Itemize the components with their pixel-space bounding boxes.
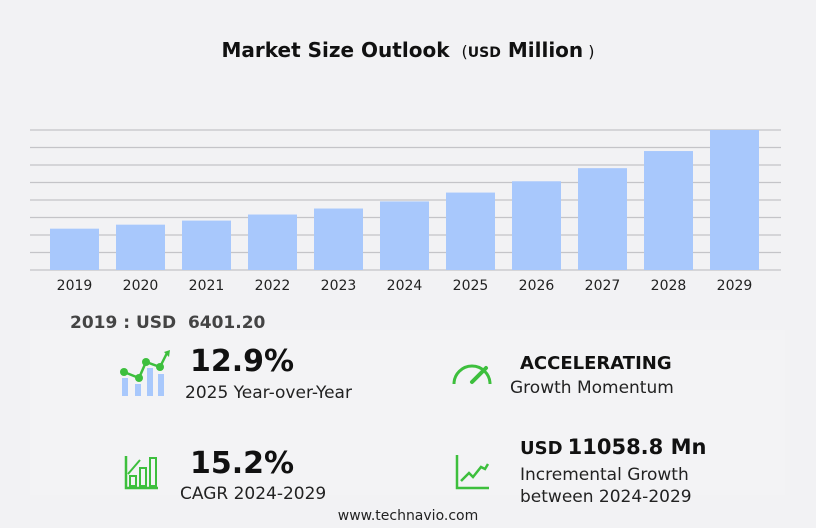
x-tick-label: 2028 (651, 278, 687, 294)
yoy-value: 12.9% (190, 344, 295, 379)
incremental-label-2: between 2024-2029 (520, 487, 692, 507)
x-tick-label: 2024 (387, 278, 423, 294)
trend-line-icon (455, 455, 490, 490)
bar-line-chart-icon (120, 350, 170, 396)
chart-title: Market Size Outlook (USD Million ) (0, 38, 816, 62)
bar-2019 (50, 228, 99, 270)
bar-growth-icon (124, 456, 158, 490)
x-tick-label: 2029 (717, 278, 753, 294)
x-tick-label: 2021 (189, 278, 225, 294)
bar-2027 (578, 168, 627, 270)
bar-2022 (248, 214, 297, 270)
bar-2024 (380, 201, 429, 270)
footer-url: www.technavio.com (337, 508, 479, 524)
bar-2026 (512, 181, 561, 270)
x-tick-label: 2025 (453, 278, 489, 294)
paren-close: ) (583, 42, 595, 61)
unit-prefix: USD (467, 45, 501, 61)
incremental-value: USD 11058.8 Mn (520, 435, 706, 459)
x-tick-label: 2023 (321, 278, 357, 294)
x-tick-label: 2020 (123, 278, 159, 294)
title-text: Market Size Outlook (221, 38, 450, 62)
bar-2023 (314, 208, 363, 270)
bar-chart: 2019 2020 2021 2022 2023 2024 2025 2026 2027 2028… (30, 129, 781, 294)
x-tick-label: 2022 (255, 278, 291, 294)
x-tick-label: 2026 (519, 278, 555, 294)
yoy-label: 2025 Year-over-Year (185, 383, 352, 403)
paren-open: ( (456, 42, 468, 61)
x-tick-label: 2027 (585, 278, 621, 294)
incremental-label-1: Incremental Growth (520, 465, 689, 485)
base-year-value: 2019 : USD 6401.20 (70, 313, 266, 333)
incremental-amount: 11058.8 Mn (567, 435, 707, 459)
x-tick-label: 2019 (57, 278, 93, 294)
bar-2021 (182, 220, 231, 270)
cagr-value: 15.2% (190, 446, 295, 481)
momentum-label: Growth Momentum (510, 378, 674, 398)
bar-2029 (710, 130, 759, 270)
momentum-value: ACCELERATING (520, 353, 672, 374)
bar-2020 (116, 224, 165, 270)
cagr-label: CAGR 2024-2029 (180, 484, 327, 504)
bar-2028 (644, 151, 693, 270)
speedometer-icon (452, 364, 492, 385)
unit: Million (507, 38, 584, 62)
bar-2025 (446, 192, 495, 270)
incremental-prefix: USD (520, 438, 563, 459)
